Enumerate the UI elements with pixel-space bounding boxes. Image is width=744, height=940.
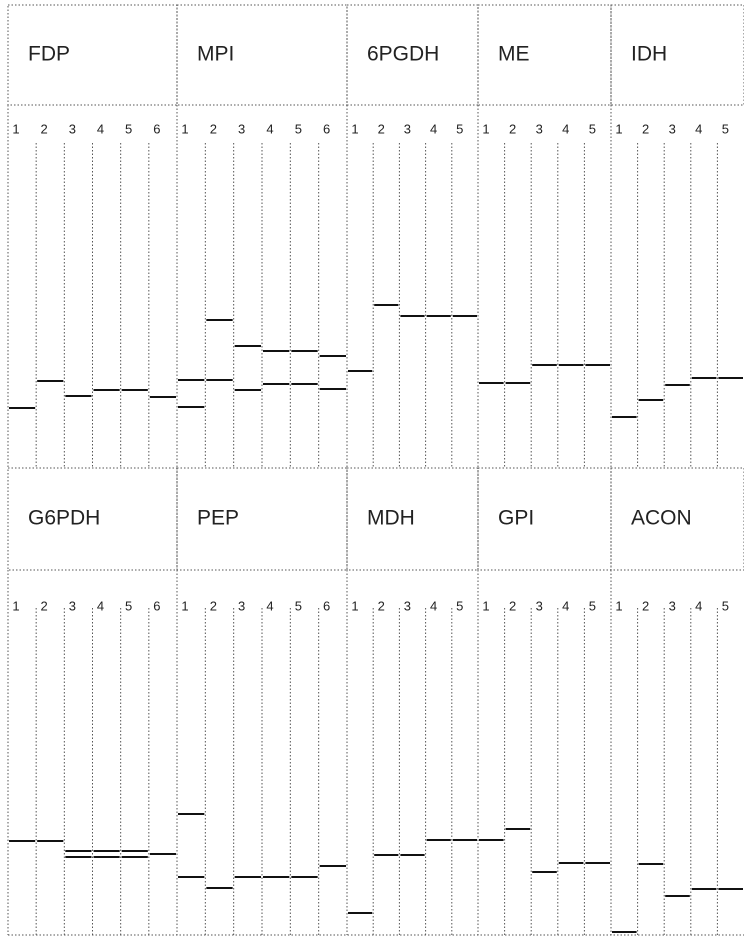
lane-label: 5 <box>589 121 596 136</box>
lane-label: 2 <box>210 121 217 136</box>
lane-label: 3 <box>669 121 676 136</box>
lane-label: 6 <box>323 121 330 136</box>
lane-label: 1 <box>12 121 19 136</box>
lane-label: 6 <box>153 598 160 613</box>
lane-label: 4 <box>562 121 569 136</box>
lane-label: 5 <box>125 598 132 613</box>
lane-label: 3 <box>69 121 76 136</box>
enzyme-name: G6PDH <box>28 507 100 530</box>
enzyme-name: 6PGDH <box>367 43 439 66</box>
lane-label: 1 <box>615 121 622 136</box>
lane-label: 3 <box>69 598 76 613</box>
lane-label: 1 <box>351 121 358 136</box>
lane-label: 1 <box>351 598 358 613</box>
lane-label: 5 <box>722 598 729 613</box>
lane-label: 1 <box>482 121 489 136</box>
lane-label: 5 <box>589 598 596 613</box>
lane-label: 2 <box>378 598 385 613</box>
lane-label: 3 <box>536 121 543 136</box>
lane-label: 2 <box>41 121 48 136</box>
lane-label: 5 <box>295 121 302 136</box>
lane-label: 5 <box>295 598 302 613</box>
lane-label: 4 <box>97 121 104 136</box>
lane-label: 2 <box>378 121 385 136</box>
lane-label: 6 <box>323 598 330 613</box>
lane-label: 2 <box>509 598 516 613</box>
lane-label: 2 <box>642 121 649 136</box>
lane-label: 1 <box>482 598 489 613</box>
lane-label: 5 <box>456 121 463 136</box>
lane-label: 4 <box>695 598 702 613</box>
zymogram-diagram: FDP 1 2 3 4 5 6 MPI 1 2 3 4 5 6 6PGDH 1 2 3 4 5 ME 1 2 3 4 5 IDH 1 2… <box>0 0 744 940</box>
lane-label: 4 <box>430 598 437 613</box>
enzyme-name: PEP <box>197 507 239 530</box>
lane-label: 5 <box>456 598 463 613</box>
enzyme-name: IDH <box>631 43 667 66</box>
lane-label: 1 <box>615 598 622 613</box>
lane-label: 3 <box>238 598 245 613</box>
enzyme-name: ME <box>498 43 530 66</box>
lane-label: 3 <box>669 598 676 613</box>
enzyme-name: GPI <box>498 507 534 530</box>
lane-label: 3 <box>238 121 245 136</box>
lane-label: 6 <box>153 121 160 136</box>
lane-label: 3 <box>404 121 411 136</box>
lane-label: 4 <box>430 121 437 136</box>
lane-label: 4 <box>562 598 569 613</box>
lane-label: 3 <box>536 598 543 613</box>
lane-label: 2 <box>210 598 217 613</box>
lane-label: 2 <box>509 121 516 136</box>
enzyme-name: MPI <box>197 43 234 66</box>
lane-label: 1 <box>181 121 188 136</box>
lane-label: 4 <box>695 121 702 136</box>
lane-label: 2 <box>41 598 48 613</box>
lane-label: 5 <box>722 121 729 136</box>
lane-label: 1 <box>181 598 188 613</box>
enzyme-name: ACON <box>631 507 692 530</box>
enzyme-name: MDH <box>367 507 415 530</box>
lane-label: 4 <box>266 598 273 613</box>
lane-label: 5 <box>125 121 132 136</box>
lane-label: 4 <box>97 598 104 613</box>
lane-label: 4 <box>266 121 273 136</box>
enzyme-name: FDP <box>28 43 70 66</box>
lane-label: 2 <box>642 598 649 613</box>
lane-label: 1 <box>12 598 19 613</box>
lane-label: 3 <box>404 598 411 613</box>
